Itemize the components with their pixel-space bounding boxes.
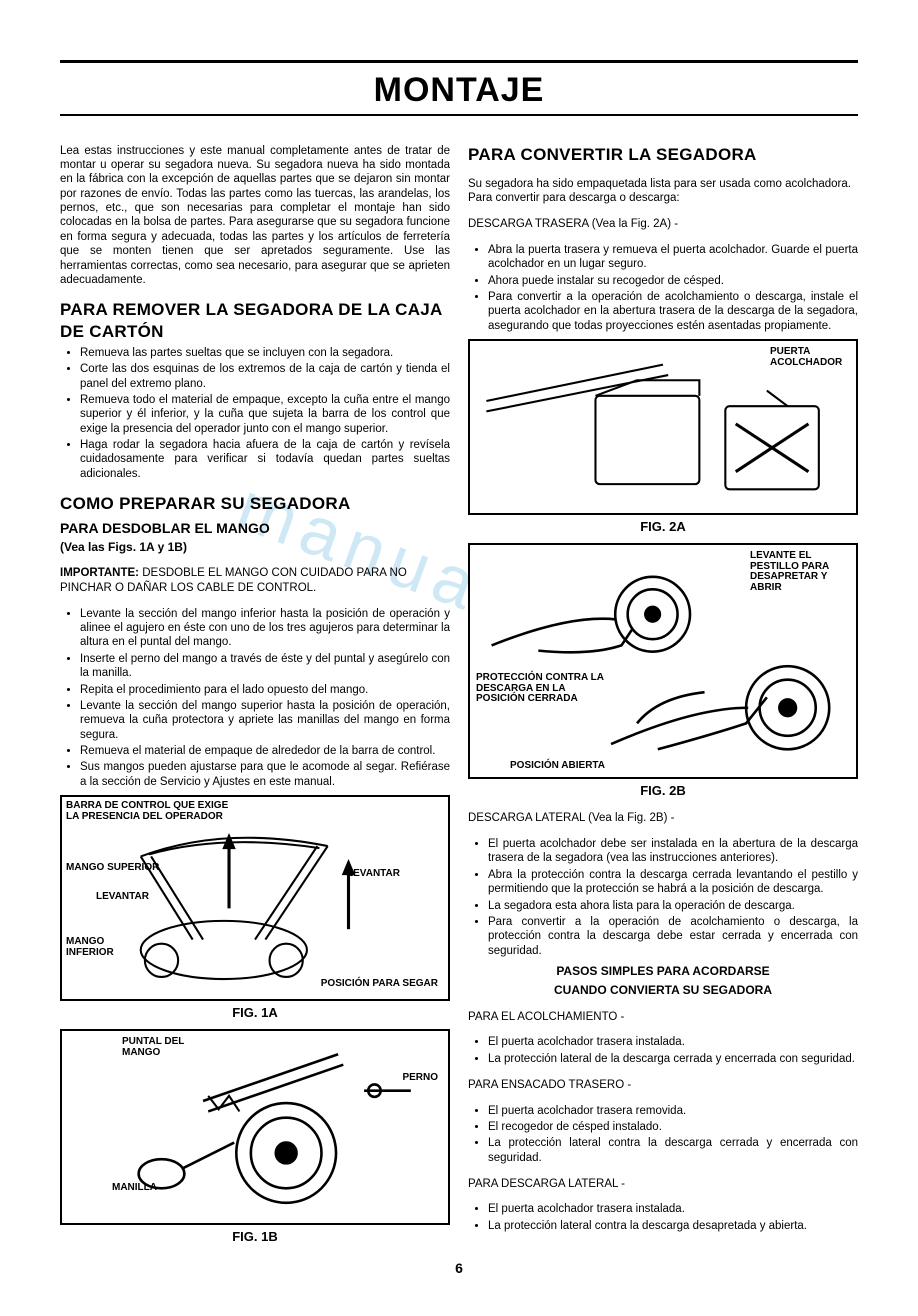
- label-guard-closed: PROTECCIÓN CONTRA LA DESCARGA EN LA POSI…: [476, 673, 616, 705]
- subheading-unfold: PARA DESDOBLAR EL MANGO: [60, 520, 450, 538]
- page-number: 6: [60, 1260, 858, 1276]
- list-item: El puerta acolchador trasera removida.: [488, 1104, 858, 1118]
- label-open-position: POSICIÓN ABIERTA: [510, 761, 605, 772]
- label-handle-bracket: PUNTAL DEL MANGO: [122, 1037, 192, 1058]
- fig2b-caption: FIG. 2B: [468, 783, 858, 799]
- fig1b-caption: FIG. 1B: [60, 1229, 450, 1245]
- figure-1a: BARRA DE CONTROL QUE EXIGE LA PRESENCIA …: [60, 795, 450, 1001]
- list-item: Inserte el perno del mango a través de é…: [80, 652, 450, 681]
- fig1a-caption: FIG. 1A: [60, 1005, 450, 1021]
- list-item: Abra la protección contra la descarga ce…: [488, 868, 858, 897]
- bullets-side: El puerta acolchador debe ser instalada …: [468, 837, 858, 958]
- steps-heading-2: CUANDO CONVIERTA SU SEGADORA: [468, 983, 858, 998]
- list-item: Para convertir a la operación de acolcha…: [488, 290, 858, 333]
- list-item: Corte las dos esquinas de los extremos d…: [80, 362, 450, 391]
- figure-1b: PUNTAL DEL MANGO PERNO MANILLA: [60, 1029, 450, 1225]
- bullets-bag: El puerta acolchador trasera removida. E…: [468, 1104, 858, 1166]
- convert-intro: Su segadora ha sido empaquetada lista pa…: [468, 177, 858, 206]
- figure-2a: PUERTA ACOLCHADOR: [468, 339, 858, 515]
- title-underline: [60, 114, 858, 116]
- label-control-bar: BARRA DE CONTROL QUE EXIGE LA PRESENCIA …: [66, 801, 236, 822]
- list-item: La protección lateral contra la descarga…: [488, 1219, 858, 1233]
- bullets-remove: Remueva las partes sueltas que se incluy…: [60, 346, 450, 481]
- intro-paragraph: Lea estas instrucciones y este manual co…: [60, 144, 450, 288]
- list-item: La segadora esta ahora lista para la ope…: [488, 899, 858, 913]
- list-item: El puerta acolchador trasera instalada.: [488, 1035, 858, 1049]
- heading-remove: PARA REMOVER LA SEGADORA DE LA CAJA DE C…: [60, 299, 450, 342]
- list-item: Sus mangos pueden ajustarse para que le …: [80, 760, 450, 789]
- list-item: Levante la sección del mango superior ha…: [80, 699, 450, 742]
- figref: (Vea las Figs. 1A y 1B): [60, 540, 450, 555]
- bullets-unfold: Levante la sección del mango inferior ha…: [60, 607, 450, 790]
- label-lift-2: LEVANTAR: [347, 869, 400, 880]
- list-item: El puerta acolchador debe ser instalada …: [488, 837, 858, 866]
- steps-heading-1: PASOS SIMPLES PARA ACORDARSE: [468, 964, 858, 979]
- figure-2b: LEVANTE EL PESTILLO PARA DESAPRETAR Y AB…: [468, 543, 858, 779]
- list-item: Ahora puede instalar su recogedor de cés…: [488, 274, 858, 288]
- list-item: La protección lateral de la descarga cer…: [488, 1052, 858, 1066]
- side-label: PARA DESCARGA LATERAL -: [468, 1177, 858, 1191]
- heading-convert: PARA CONVERTIR LA SEGADORA: [468, 144, 858, 165]
- top-rule: [60, 60, 858, 63]
- list-item: Para convertir a la operación de acolcha…: [488, 915, 858, 958]
- label-knob: MANILLA: [112, 1183, 157, 1194]
- bagging-label: PARA ENSACADO TRASERO -: [468, 1078, 858, 1092]
- mulching-label: PARA EL ACOLCHAMIENTO -: [468, 1010, 858, 1024]
- bullets-mulch: El puerta acolchador trasera instalada. …: [468, 1035, 858, 1066]
- left-column: Lea estas instrucciones y este manual co…: [60, 132, 450, 1254]
- list-item: Remueva el material de empaque de alrede…: [80, 744, 450, 758]
- list-item: Abra la puerta trasera y remueva el puer…: [488, 243, 858, 272]
- important-note: IMPORTANTE: DESDOBLE EL MANGO CON CUIDAD…: [60, 566, 450, 595]
- list-item: El puerta acolchador trasera instalada.: [488, 1202, 858, 1216]
- fig2a-svg: [476, 347, 850, 507]
- label-mow-position: POSICIÓN PARA SEGAR: [321, 979, 438, 990]
- right-column: PARA CONVERTIR LA SEGADORA Su segadora h…: [468, 132, 858, 1254]
- side-discharge-label: DESCARGA LATERAL (Vea la Fig. 2B) -: [468, 811, 858, 825]
- bullets-side2: El puerta acolchador trasera instalada. …: [468, 1202, 858, 1233]
- list-item: Repita el procedimiento para el lado opu…: [80, 683, 450, 697]
- list-item: Levante la sección del mango inferior ha…: [80, 607, 450, 650]
- bullets-rear: Abra la puerta trasera y remueva el puer…: [468, 243, 858, 333]
- list-item: El recogedor de césped instalado.: [488, 1120, 858, 1134]
- label-upper-handle: MANGO SUPERIOR: [66, 863, 159, 874]
- fig2a-caption: FIG. 2A: [468, 519, 858, 535]
- page-title: MONTAJE: [60, 71, 858, 110]
- list-item: Remueva las partes sueltas que se incluy…: [80, 346, 450, 360]
- list-item: Remueva todo el material de empaque, exc…: [80, 393, 450, 436]
- list-item: Haga rodar la segadora hacia afuera de l…: [80, 438, 450, 481]
- label-mulch-door: PUERTA ACOLCHADOR: [770, 347, 850, 368]
- label-lower-handle: MANGO INFERIOR: [66, 937, 116, 958]
- label-latch: LEVANTE EL PESTILLO PARA DESAPRETAR Y AB…: [750, 551, 850, 593]
- list-item: La protección lateral contra la descarga…: [488, 1136, 858, 1165]
- heading-prepare: COMO PREPARAR SU SEGADORA: [60, 493, 450, 514]
- label-lift-1: LEVANTAR: [96, 892, 149, 903]
- rear-discharge-label: DESCARGA TRASERA (Vea la Fig. 2A) -: [468, 217, 858, 231]
- label-bolt: PERNO: [402, 1073, 438, 1084]
